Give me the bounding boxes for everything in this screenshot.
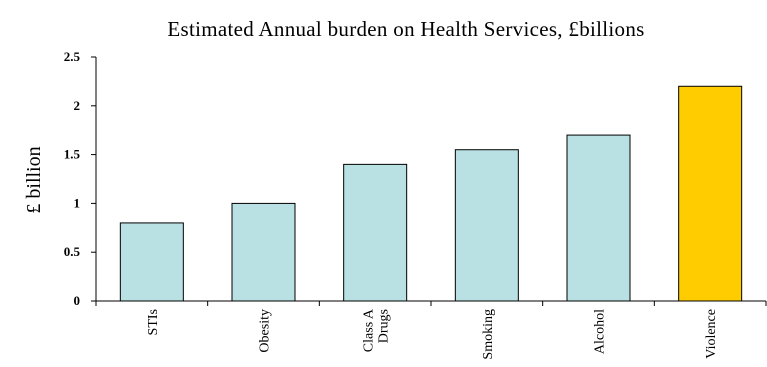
bar-class-a-drugs: [343, 163, 408, 302]
y-tick-label: 0.5: [64, 244, 81, 259]
bar-violence: [678, 85, 743, 302]
y-tick-label: 0: [74, 293, 81, 308]
x-tick-label: Drugs: [377, 309, 392, 343]
y-tick-label: 2.5: [64, 49, 81, 64]
chart-title: Estimated Annual burden on Health Servic…: [167, 17, 644, 41]
bar-stis: [119, 222, 184, 302]
bar-obesity: [231, 202, 296, 302]
x-tick-label: Class A: [362, 308, 377, 352]
x-tick-label: Alcohol: [593, 309, 608, 354]
plot-area: 0 0.5 1 1.5 2 2.5 STIs Obesity Class A Drugs Smoki…: [64, 49, 767, 360]
y-axis-label: £ billion: [23, 146, 45, 213]
bar-smoking: [454, 149, 519, 302]
x-tick-label: STIs: [146, 309, 161, 335]
y-tick-label: 1: [74, 195, 81, 210]
x-tick-label: Obesity: [258, 309, 273, 353]
x-tick-label: Violence: [704, 309, 719, 359]
bar-alcohol: [566, 134, 631, 302]
y-tick-label: 1.5: [64, 147, 81, 162]
x-tick-label: Smoking: [481, 309, 496, 360]
y-tick-label: 2: [74, 98, 81, 113]
